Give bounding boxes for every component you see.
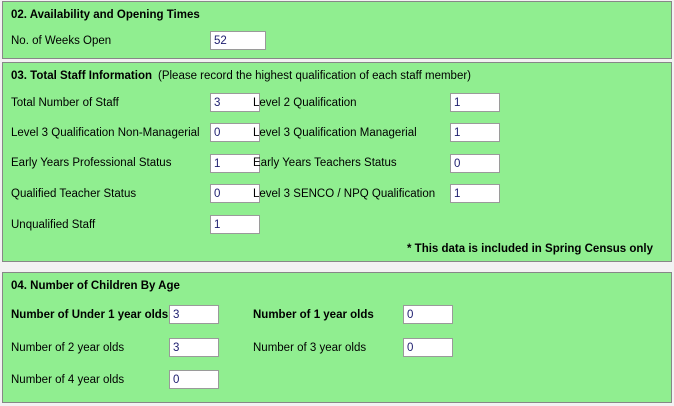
label-level-2-qualification: Level 2 Qualification xyxy=(253,97,357,109)
input-level-3-senco-npq-qualification[interactable] xyxy=(450,184,500,203)
input-number-of-2-year-olds[interactable] xyxy=(169,338,219,357)
section-03-title: 03. Total Staff Information xyxy=(11,70,152,82)
input-level-3-qualification-managerial[interactable] xyxy=(450,123,500,142)
section-02-title: 02. Availability and Opening Times xyxy=(11,9,200,21)
label-number-of-3-year-olds: Number of 3 year olds xyxy=(253,342,367,354)
section-03-note: (Please record the highest qualification… xyxy=(158,70,472,82)
input-level-3-qualification-non-managerial[interactable] xyxy=(210,123,260,142)
label-level-3-qualification-non-managerial: Level 3 Qualification Non-Managerial xyxy=(11,127,200,139)
section-total-staff-information: 03. Total Staff Information (Please reco… xyxy=(2,62,672,262)
section-availability-and-opening-times: 02. Availability and Opening Times No. o… xyxy=(2,1,672,59)
spring-census-footnote: * This data is included in Spring Census… xyxy=(407,243,654,255)
label-qualified-teacher-status: Qualified Teacher Status xyxy=(11,188,137,200)
input-level-2-qualification[interactable] xyxy=(450,93,500,112)
section-04-title: 04. Number of Children By Age xyxy=(11,280,180,292)
input-early-years-teachers-status[interactable] xyxy=(450,154,500,173)
input-unqualified-staff[interactable] xyxy=(210,215,260,234)
input-no-of-weeks-open[interactable] xyxy=(210,31,266,50)
input-number-of-4-year-olds[interactable] xyxy=(169,370,219,389)
input-number-of-1-year-olds[interactable] xyxy=(403,305,453,324)
section-number-of-children-by-age: 04. Number of Children By Age Number of … xyxy=(2,272,672,403)
label-unqualified-staff: Unqualified Staff xyxy=(11,219,96,231)
input-total-number-of-staff[interactable] xyxy=(210,93,260,112)
label-early-years-professional-status: Early Years Professional Status xyxy=(11,157,172,169)
input-qualified-teacher-status[interactable] xyxy=(210,184,260,203)
input-number-of-under-1-year-olds[interactable] xyxy=(169,305,219,324)
input-early-years-professional-status[interactable] xyxy=(210,154,260,173)
label-early-years-teachers-status: Early Years Teachers Status xyxy=(253,157,397,169)
label-number-of-1-year-olds: Number of 1 year olds xyxy=(253,309,374,321)
label-total-number-of-staff: Total Number of Staff xyxy=(11,97,119,109)
label-no-of-weeks-open: No. of Weeks Open xyxy=(11,35,112,47)
label-number-of-4-year-olds: Number of 4 year olds xyxy=(11,374,125,386)
label-number-of-under-1-year-olds: Number of Under 1 year olds xyxy=(11,309,169,321)
label-level-3-senco-npq-qualification: Level 3 SENCO / NPQ Qualification xyxy=(253,188,436,200)
input-number-of-3-year-olds[interactable] xyxy=(403,338,453,357)
label-level-3-qualification-managerial: Level 3 Qualification Managerial xyxy=(253,127,417,139)
label-number-of-2-year-olds: Number of 2 year olds xyxy=(11,342,125,354)
